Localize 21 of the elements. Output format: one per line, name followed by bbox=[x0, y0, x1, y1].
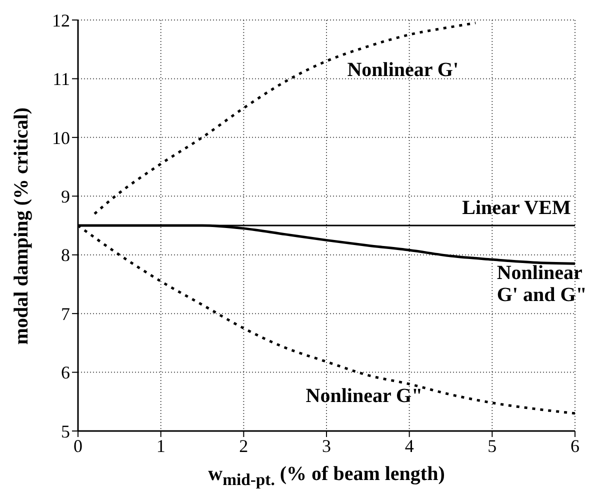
x-axis-title: w$_{mid-pt.}$ (% of beam length) bbox=[207, 463, 446, 490]
series-label: Nonlinear G' bbox=[347, 58, 459, 81]
x-tick-label: 5 bbox=[488, 436, 497, 456]
x-tick-label: 1 bbox=[156, 436, 166, 456]
x-tick-label: 2 bbox=[239, 436, 248, 456]
y-axis-title: modal damping (% critical) bbox=[10, 106, 34, 344]
y-tick-label: 8 bbox=[61, 245, 70, 266]
series-label: Linear VEM bbox=[462, 196, 571, 219]
x-tick-label: 0 bbox=[74, 436, 82, 456]
y-tick-label: 5 bbox=[61, 421, 70, 442]
x-tick-label: 3 bbox=[322, 436, 331, 456]
series-label: Nonlinear G' and G" bbox=[496, 262, 587, 306]
series-label: Nonlinear G" bbox=[306, 384, 423, 407]
y-tick-label: 12 bbox=[52, 10, 70, 30]
x-tick-label: 4 bbox=[404, 436, 414, 456]
y-tick-label: 6 bbox=[61, 362, 70, 383]
y-tick-label: 11 bbox=[52, 69, 70, 90]
y-tick-label: 7 bbox=[61, 304, 70, 324]
y-tick-label: 9 bbox=[61, 186, 70, 207]
x-tick-label: 6 bbox=[570, 436, 580, 456]
y-tick-label: 10 bbox=[52, 128, 70, 148]
